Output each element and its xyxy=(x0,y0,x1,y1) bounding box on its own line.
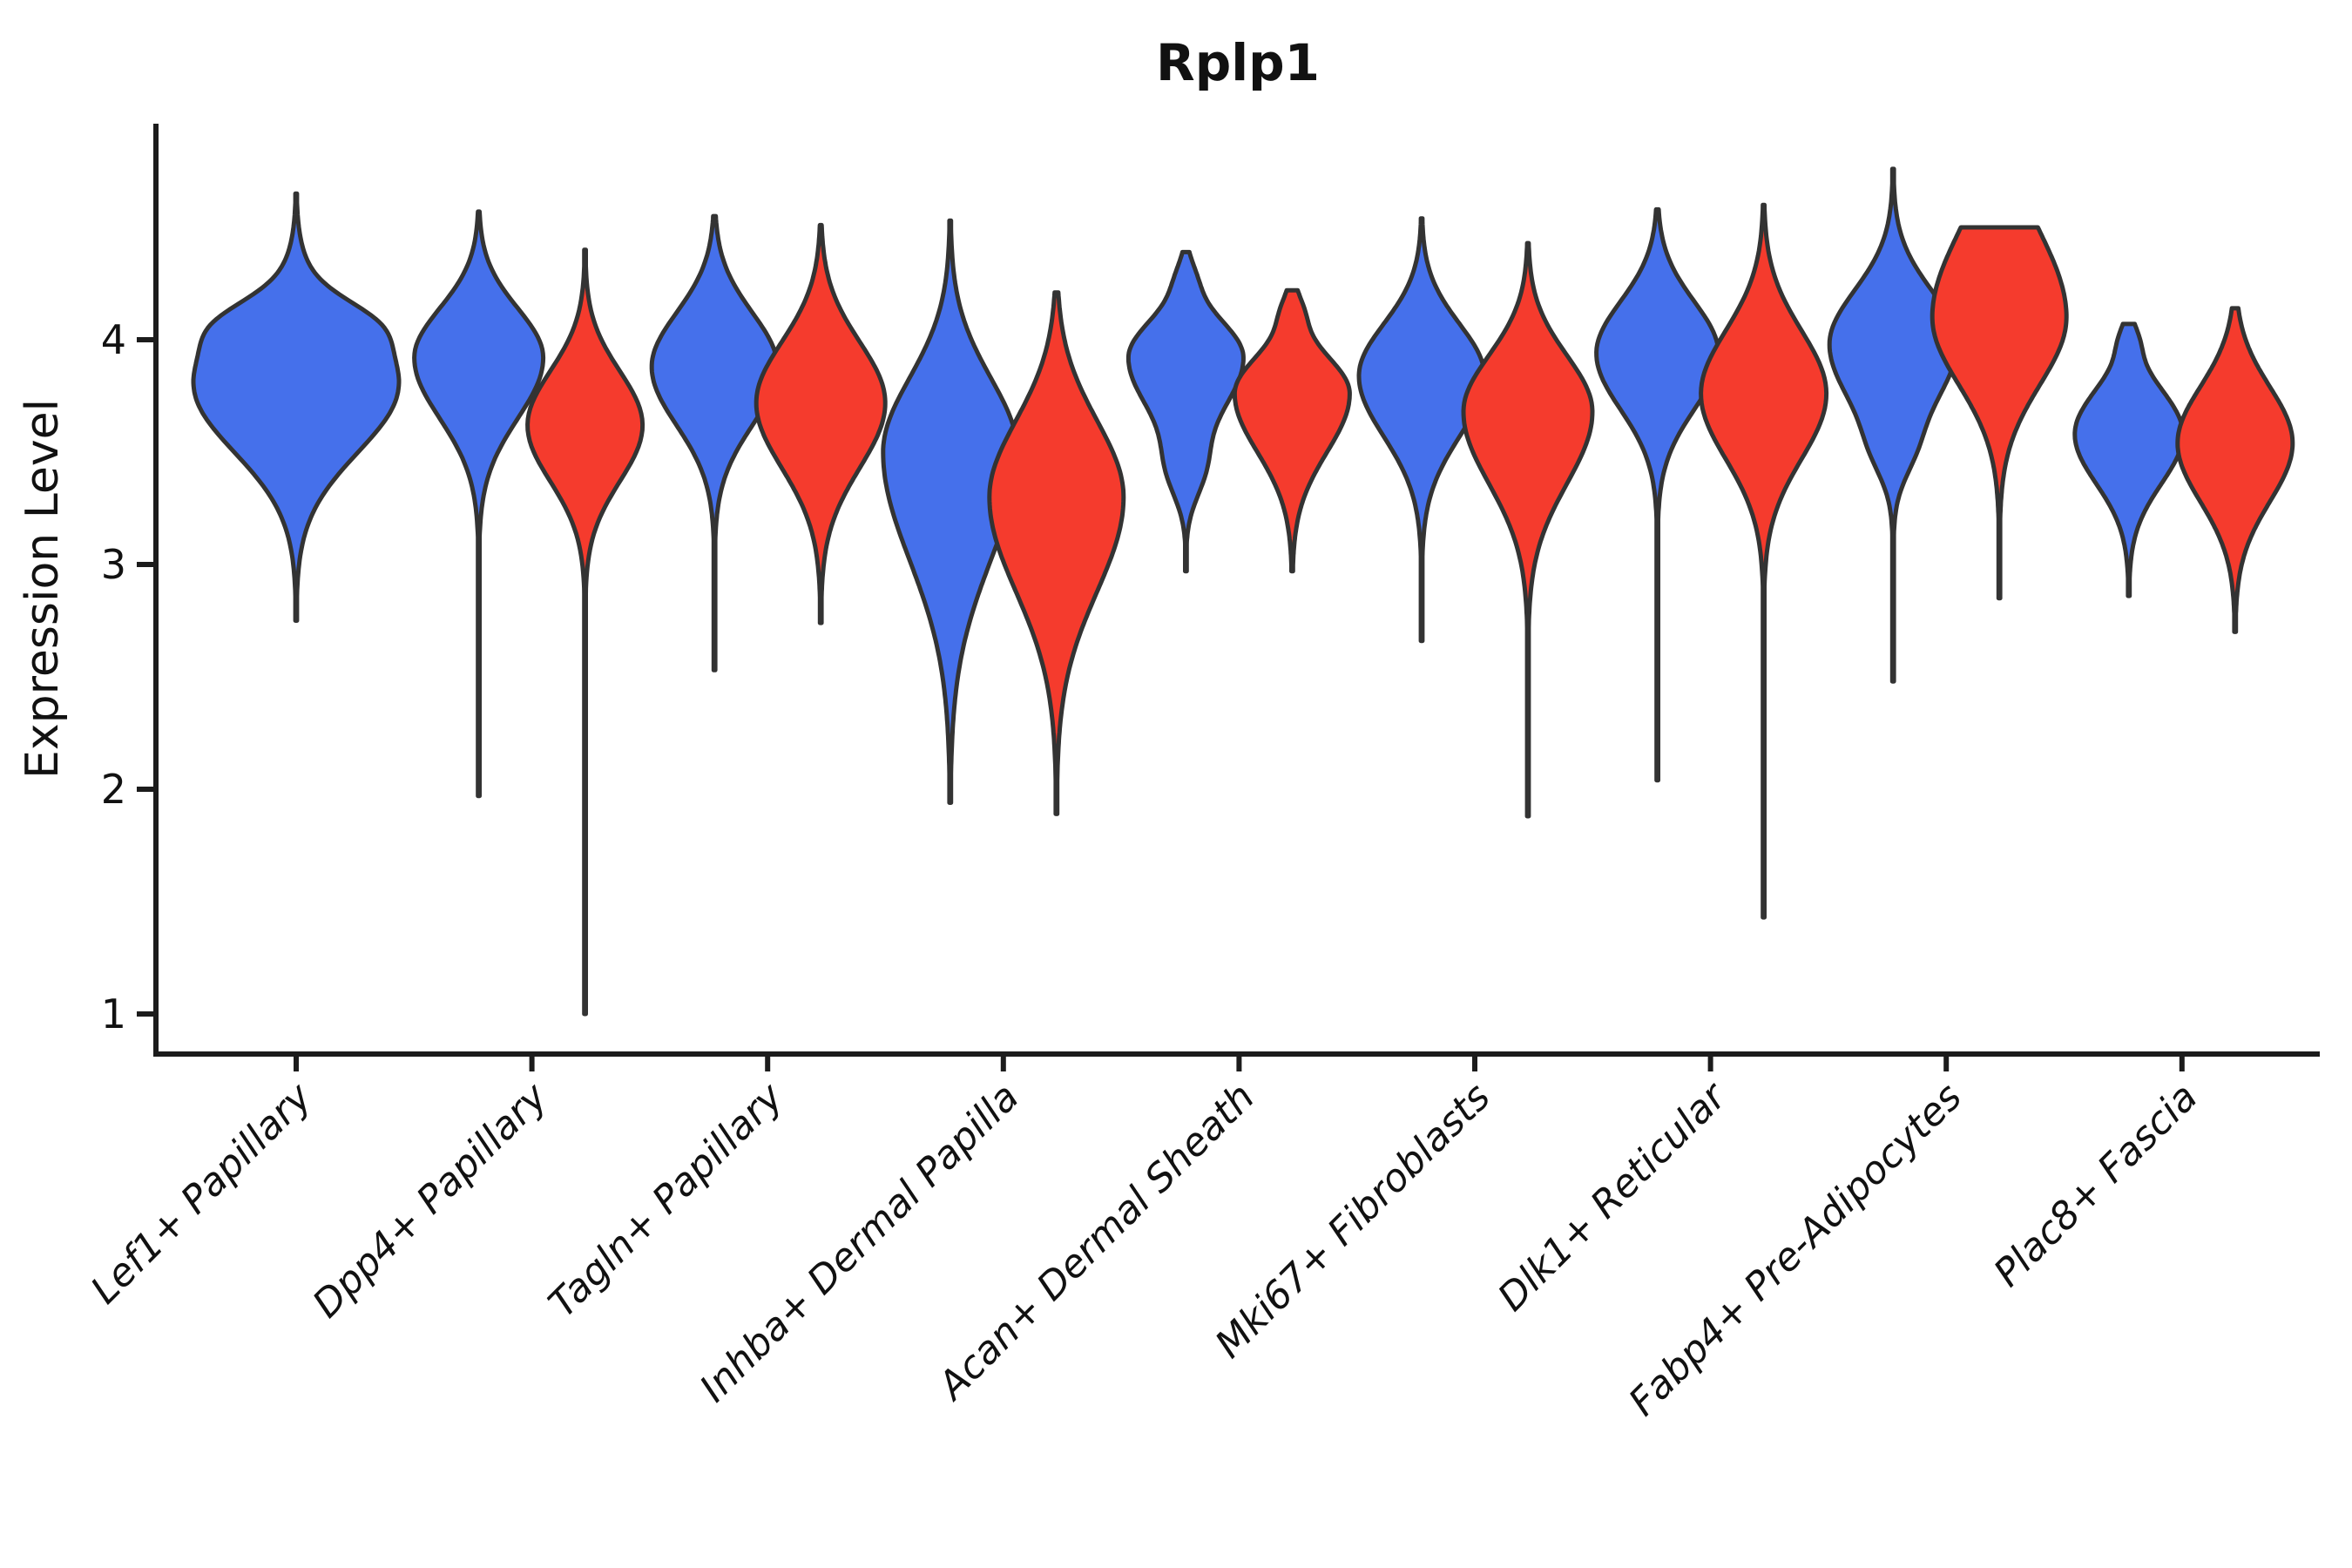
x-tick-label-tagln-papillary: Tagln+ Papillary xyxy=(540,1074,792,1326)
violin-mki67-fibroblasts-blue xyxy=(1356,216,1487,644)
violin-acan-dermal-sheath-blue xyxy=(1125,249,1246,574)
violins-group xyxy=(191,166,2295,1017)
violin-acan-dermal-sheath-red xyxy=(1232,287,1352,574)
y-tick-label-1: 1 xyxy=(101,990,126,1037)
violin-inhba-dermal-papilla-blue xyxy=(881,218,1020,805)
y-tick-label-2: 2 xyxy=(101,766,126,813)
x-tick-label-plac8-fascia: Plac8+ Fascia xyxy=(1985,1075,2206,1295)
violin-dlk1-reticular-red xyxy=(1699,202,1829,920)
y-tick-label-4: 4 xyxy=(101,316,126,363)
violin-fabp4-pre-adipocytes-red xyxy=(1930,225,2069,601)
y-tick-label-3: 3 xyxy=(101,541,126,588)
plot-title: Rplp1 xyxy=(1156,33,1320,92)
violin-tagln-papillary-blue xyxy=(649,213,780,672)
x-tick-label-lef1-papillary: Lef1+ Papillary xyxy=(83,1074,321,1313)
violin-tagln-papillary-red xyxy=(754,222,888,625)
violin-fabp4-pre-adipocytes-blue xyxy=(1827,166,1959,684)
violin-lef1-papillary-blue xyxy=(191,191,402,623)
violin-plac8-fascia-red xyxy=(2175,306,2295,634)
y-axis-ticks: 1 2 3 4 xyxy=(101,316,156,1037)
violin-mki67-fibroblasts-red xyxy=(1461,240,1595,819)
violin-dpp4-papillary-blue xyxy=(412,209,546,799)
violin-dpp4-papillary-red xyxy=(525,247,645,1017)
x-tick-label-dpp4-papillary: Dpp4+ Papillary xyxy=(304,1074,557,1327)
violin-inhba-dermal-papilla-red xyxy=(987,290,1126,816)
violin-dlk1-reticular-blue xyxy=(1594,206,1721,783)
x-tick-label-dlk1-reticular: Dlk1+ Reticular xyxy=(1490,1073,1736,1320)
y-axis-label: Expression Level xyxy=(17,399,69,779)
violin-plac8-fascia-blue xyxy=(2072,321,2186,598)
